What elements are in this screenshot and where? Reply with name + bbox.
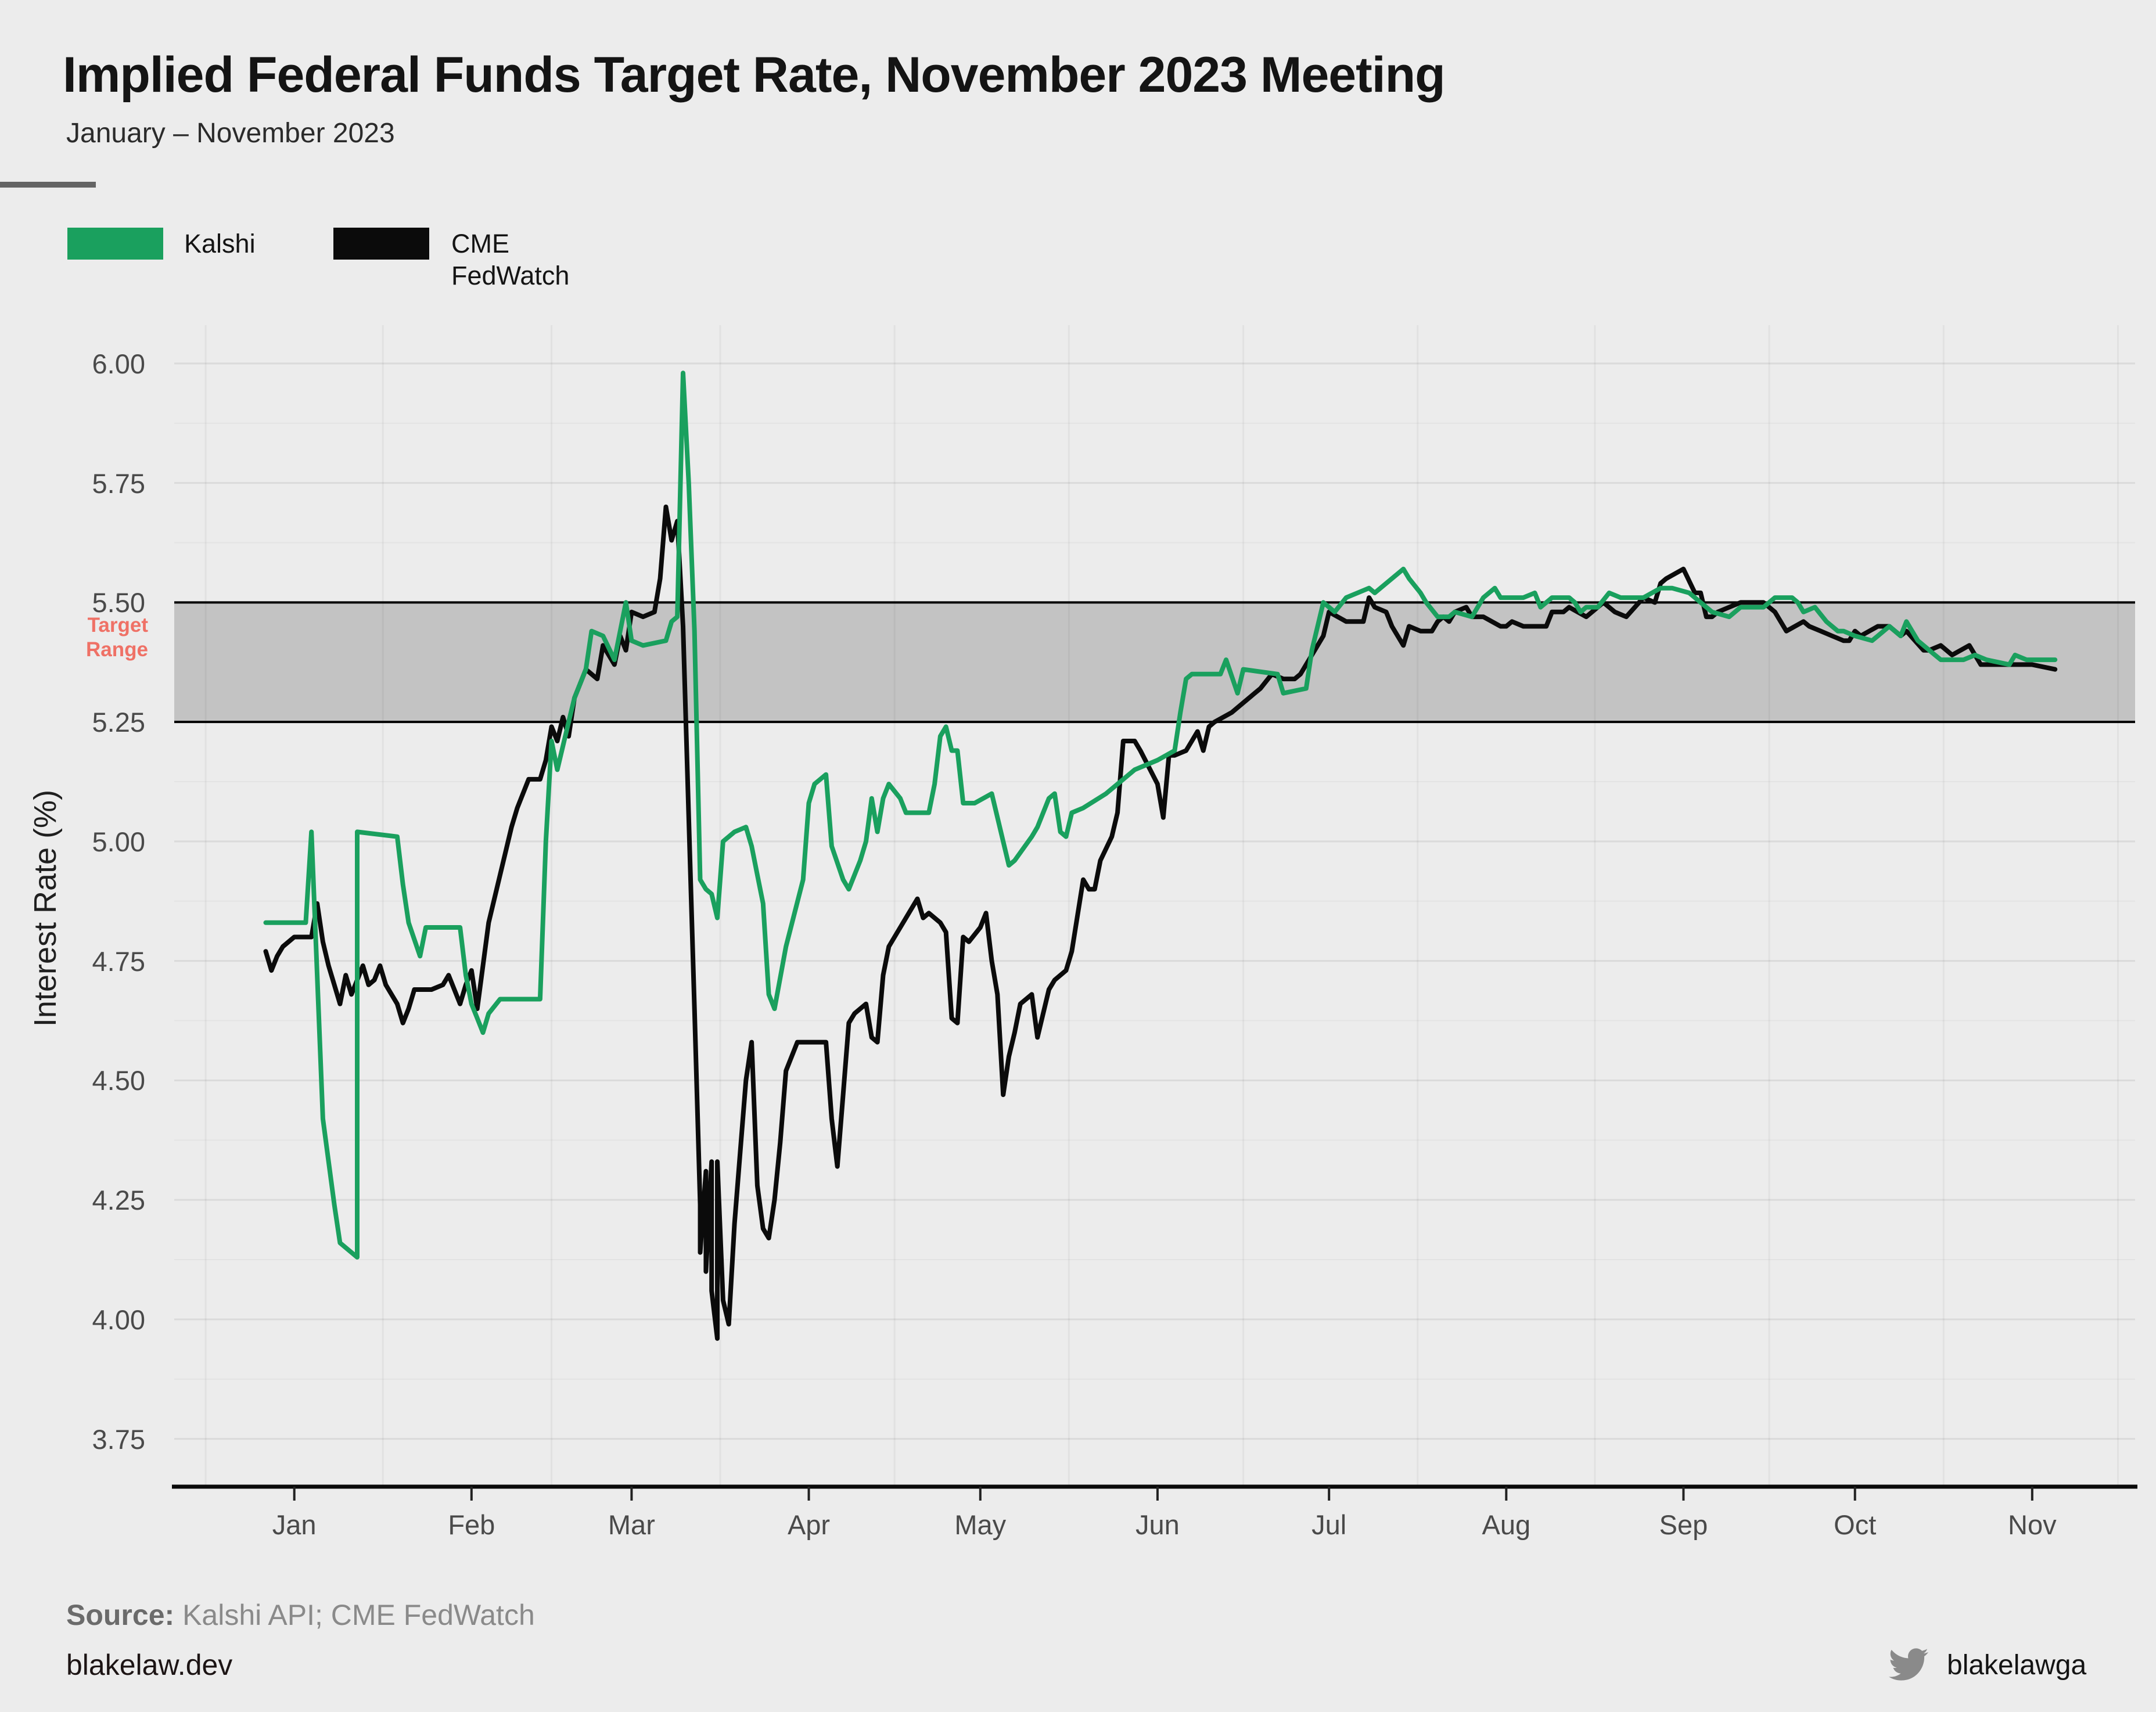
x-tick-label: Apr <box>787 1509 831 1540</box>
x-tick-label: Oct <box>1834 1509 1877 1540</box>
y-tick-label: 5.00 <box>92 826 145 857</box>
y-tick-label: 6.00 <box>92 348 145 379</box>
x-tick-label: Jun <box>1136 1509 1180 1540</box>
y-tick-label: 4.50 <box>92 1065 145 1096</box>
x-tick-label: Jul <box>1311 1509 1347 1540</box>
target-range-annotation: Target Range <box>86 614 148 661</box>
x-tick-label: Aug <box>1482 1509 1531 1540</box>
source-value: Kalshi API; CME FedWatch <box>174 1599 535 1631</box>
site-url: blakelaw.dev <box>66 1649 233 1681</box>
y-tick-label: 4.25 <box>92 1185 145 1216</box>
x-tick-label: Feb <box>448 1509 495 1540</box>
source-label: Source: <box>66 1599 175 1631</box>
page-title: Implied Federal Funds Target Rate, Novem… <box>63 47 1446 103</box>
x-tick-label: May <box>954 1509 1007 1540</box>
twitter-handle: blakelawga <box>1947 1650 2087 1681</box>
y-tick-label: 4.75 <box>92 945 145 977</box>
y-tick-label: 5.75 <box>92 467 145 499</box>
source-note: Source: Kalshi API; CME FedWatch <box>66 1598 535 1632</box>
legend-label-kalshi: Kalshi <box>184 229 256 258</box>
y-tick-label: 5.50 <box>92 587 145 618</box>
x-tick-label: Nov <box>2008 1509 2057 1540</box>
legend-swatch-cme-fedwatch <box>333 228 429 260</box>
y-tick-label: 4.00 <box>92 1304 145 1335</box>
y-tick-label: 3.75 <box>92 1423 145 1455</box>
header-divider <box>0 182 96 188</box>
x-tick-label: Mar <box>608 1509 655 1540</box>
page-subtitle: January – November 2023 <box>66 118 395 149</box>
x-tick-label: Jan <box>272 1509 317 1540</box>
x-tick-label: Sep <box>1659 1509 1708 1540</box>
legend-swatch-kalshi <box>67 228 163 260</box>
y-tick-label: 5.25 <box>92 707 145 738</box>
legend-label-cme-fedwatch: CME FedWatch <box>451 229 570 290</box>
